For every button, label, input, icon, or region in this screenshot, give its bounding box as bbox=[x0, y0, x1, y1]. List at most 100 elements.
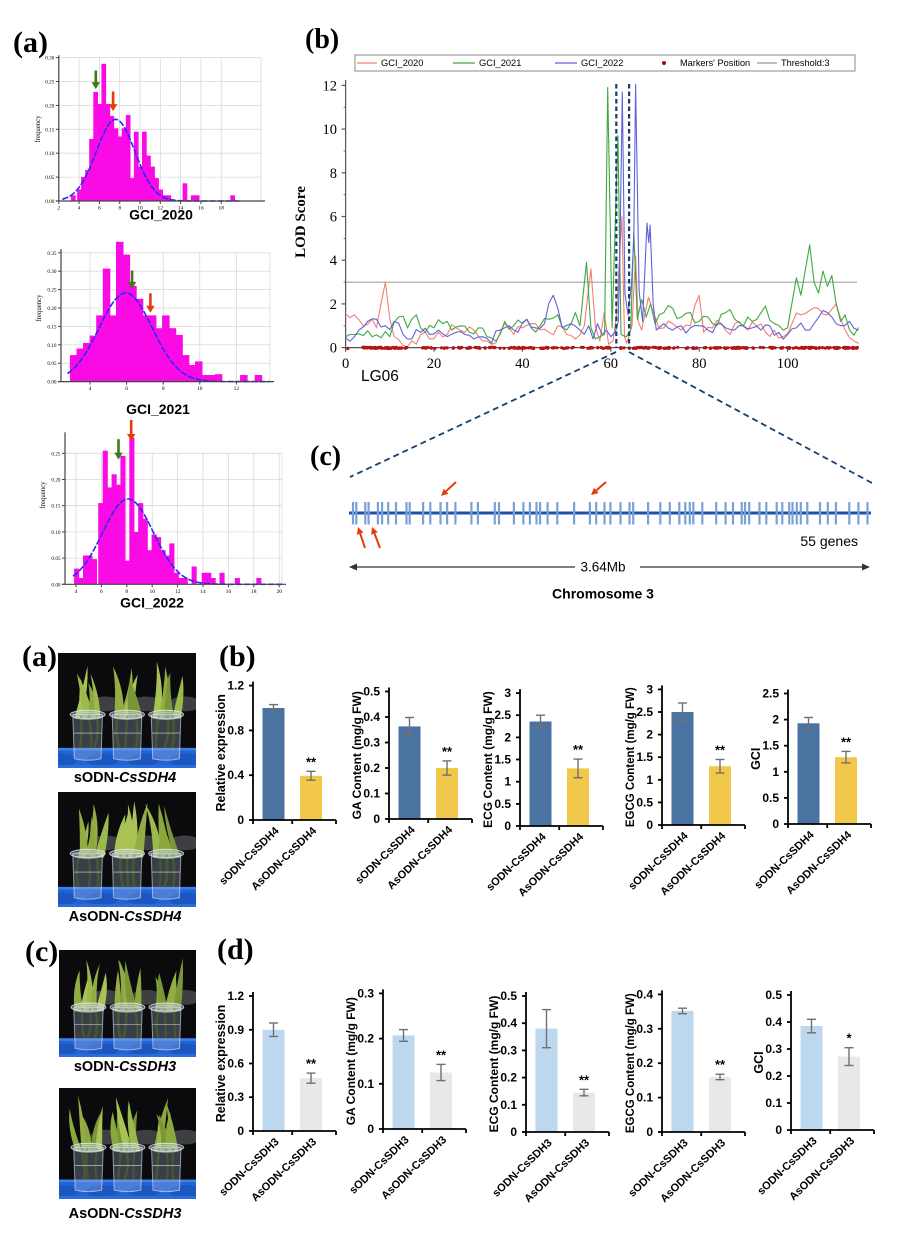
svg-text:10: 10 bbox=[149, 589, 155, 595]
svg-text:sODN-CsSDH4: sODN-CsSDH4 bbox=[74, 770, 176, 786]
svg-text:(a): (a) bbox=[13, 26, 48, 59]
svg-text:1.2: 1.2 bbox=[227, 679, 244, 693]
svg-text:16: 16 bbox=[198, 206, 204, 212]
svg-text:0.4: 0.4 bbox=[227, 768, 244, 782]
svg-text:3: 3 bbox=[646, 682, 653, 696]
svg-text:0.1: 0.1 bbox=[636, 1091, 653, 1105]
svg-text:**: ** bbox=[436, 1047, 447, 1062]
svg-text:4: 4 bbox=[89, 386, 92, 392]
svg-text:(b): (b) bbox=[305, 24, 339, 55]
svg-text:**: ** bbox=[306, 754, 317, 769]
svg-text:0.15: 0.15 bbox=[51, 504, 60, 510]
svg-text:ECG Content (mg/g FW): ECG Content (mg/g FW) bbox=[481, 691, 495, 828]
svg-text:2: 2 bbox=[772, 713, 779, 727]
svg-text:0: 0 bbox=[510, 1125, 517, 1139]
svg-text:0.2: 0.2 bbox=[363, 761, 380, 775]
svg-text:8: 8 bbox=[125, 589, 128, 595]
svg-text:1.5: 1.5 bbox=[494, 753, 511, 767]
svg-text:0.10: 0.10 bbox=[51, 530, 60, 536]
svg-text:6: 6 bbox=[98, 206, 101, 212]
svg-text:0.5: 0.5 bbox=[765, 988, 782, 1002]
svg-text:0: 0 bbox=[237, 813, 244, 827]
svg-text:100: 100 bbox=[777, 356, 799, 372]
svg-text:ECG Content (mg/g FW): ECG Content (mg/g FW) bbox=[487, 996, 501, 1133]
svg-text:(a): (a) bbox=[22, 640, 57, 673]
svg-text:0.5: 0.5 bbox=[363, 685, 380, 699]
svg-text:14: 14 bbox=[178, 206, 184, 212]
svg-text:10: 10 bbox=[323, 122, 338, 138]
svg-text:0.1: 0.1 bbox=[363, 787, 380, 801]
svg-text:0.8: 0.8 bbox=[227, 723, 244, 737]
svg-text:(c): (c) bbox=[310, 441, 341, 472]
svg-text:0.4: 0.4 bbox=[363, 710, 380, 724]
svg-text:LG06: LG06 bbox=[361, 368, 399, 385]
svg-text:14: 14 bbox=[200, 589, 206, 595]
svg-text:(b): (b) bbox=[219, 640, 256, 673]
svg-text:6: 6 bbox=[330, 210, 337, 226]
svg-text:1: 1 bbox=[646, 773, 653, 787]
svg-text:0.2: 0.2 bbox=[636, 1056, 653, 1070]
svg-text:(c): (c) bbox=[25, 935, 58, 968]
svg-text:40: 40 bbox=[515, 356, 530, 372]
svg-text:8: 8 bbox=[330, 166, 337, 182]
svg-text:4: 4 bbox=[78, 206, 81, 212]
svg-text:0.3: 0.3 bbox=[765, 1042, 782, 1056]
svg-text:Threshold:3: Threshold:3 bbox=[781, 58, 830, 68]
svg-text:**: ** bbox=[573, 742, 584, 757]
svg-text:3: 3 bbox=[504, 686, 511, 700]
svg-text:80: 80 bbox=[692, 356, 707, 372]
svg-text:0.20: 0.20 bbox=[51, 478, 60, 484]
svg-text:0: 0 bbox=[772, 817, 779, 831]
svg-text:12: 12 bbox=[323, 78, 338, 94]
svg-text:0.15: 0.15 bbox=[45, 127, 54, 133]
svg-text:GA Content (mg/g FW): GA Content (mg/g FW) bbox=[344, 997, 358, 1125]
svg-text:0: 0 bbox=[237, 1124, 244, 1138]
svg-text:2.5: 2.5 bbox=[636, 705, 653, 719]
svg-text:18: 18 bbox=[218, 206, 224, 212]
svg-text:**: ** bbox=[715, 743, 726, 758]
svg-text:0.2: 0.2 bbox=[500, 1071, 517, 1085]
svg-text:20: 20 bbox=[276, 589, 282, 595]
svg-text:18: 18 bbox=[251, 589, 257, 595]
svg-text:20: 20 bbox=[427, 356, 442, 372]
svg-text:frequency: frequency bbox=[35, 115, 42, 143]
svg-text:0.5: 0.5 bbox=[494, 797, 511, 811]
svg-text:GCI_2022: GCI_2022 bbox=[581, 58, 623, 68]
svg-text:3.64Mb: 3.64Mb bbox=[580, 560, 625, 575]
svg-text:2: 2 bbox=[57, 206, 60, 212]
svg-text:0.3: 0.3 bbox=[357, 986, 374, 1000]
svg-text:8: 8 bbox=[162, 386, 165, 392]
svg-text:8: 8 bbox=[118, 206, 121, 212]
svg-text:Chromosome 3: Chromosome 3 bbox=[552, 586, 654, 602]
svg-text:**: ** bbox=[306, 1056, 317, 1071]
svg-text:0: 0 bbox=[373, 812, 380, 826]
svg-text:2.5: 2.5 bbox=[494, 708, 511, 722]
svg-text:2: 2 bbox=[504, 730, 511, 744]
svg-text:12: 12 bbox=[234, 386, 240, 392]
svg-text:0.10: 0.10 bbox=[45, 151, 54, 157]
svg-text:10: 10 bbox=[197, 386, 203, 392]
svg-text:(d): (d) bbox=[217, 933, 254, 966]
svg-text:0.4: 0.4 bbox=[636, 987, 653, 1001]
svg-text:*: * bbox=[846, 1031, 852, 1046]
svg-text:0: 0 bbox=[646, 818, 653, 832]
svg-text:1.5: 1.5 bbox=[636, 750, 653, 764]
svg-text:0.2: 0.2 bbox=[765, 1069, 782, 1083]
svg-text:0.20: 0.20 bbox=[47, 306, 56, 312]
svg-text:0.4: 0.4 bbox=[765, 1015, 782, 1029]
svg-text:0.00: 0.00 bbox=[51, 582, 60, 588]
svg-text:0.2: 0.2 bbox=[357, 1032, 374, 1046]
svg-text:60: 60 bbox=[604, 356, 619, 372]
svg-text:0: 0 bbox=[504, 819, 511, 833]
svg-text:0: 0 bbox=[775, 1123, 782, 1137]
svg-text:**: ** bbox=[442, 744, 453, 759]
svg-text:0.30: 0.30 bbox=[47, 269, 56, 275]
svg-text:0.25: 0.25 bbox=[45, 80, 54, 86]
svg-text:GCI_2021: GCI_2021 bbox=[479, 58, 521, 68]
svg-text:Relative expression: Relative expression bbox=[214, 694, 228, 811]
svg-text:AsODN-CsSDH3: AsODN-CsSDH3 bbox=[69, 1206, 182, 1222]
svg-text:GCI: GCI bbox=[749, 748, 763, 770]
svg-text:0.1: 0.1 bbox=[357, 1077, 374, 1091]
svg-text:55 genes: 55 genes bbox=[800, 533, 858, 549]
svg-text:1.2: 1.2 bbox=[227, 989, 244, 1003]
